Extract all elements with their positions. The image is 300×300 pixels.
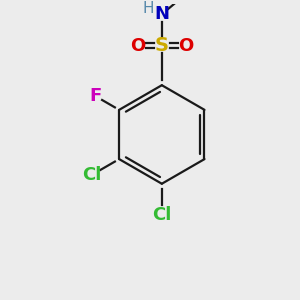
- Text: O: O: [130, 37, 146, 55]
- Text: O: O: [178, 37, 193, 55]
- Text: Cl: Cl: [152, 206, 172, 224]
- Text: F: F: [89, 87, 101, 105]
- Text: H: H: [142, 1, 154, 16]
- Text: N: N: [154, 5, 169, 23]
- Text: S: S: [155, 36, 169, 55]
- Text: Cl: Cl: [82, 166, 101, 184]
